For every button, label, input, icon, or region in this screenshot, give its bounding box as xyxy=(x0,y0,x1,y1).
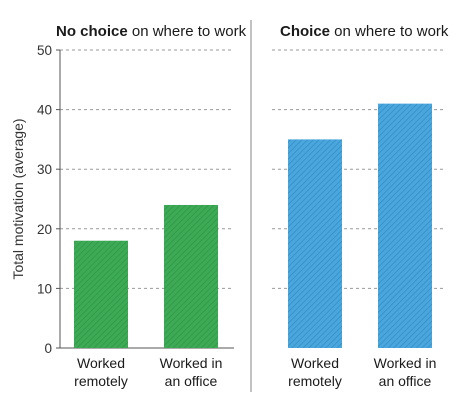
x-category-label: an office xyxy=(379,373,432,389)
panel-title-bold: No choice xyxy=(56,23,128,40)
y-tick-label: 40 xyxy=(37,103,52,118)
x-category-label: remotely xyxy=(74,373,128,389)
y-axis-title: Total motivation (average) xyxy=(10,118,26,279)
y-tick-label: 30 xyxy=(37,162,52,177)
y-tick-label: 10 xyxy=(37,281,52,296)
x-category-label: an office xyxy=(165,373,218,389)
y-tick-label: 0 xyxy=(44,341,52,356)
bar xyxy=(164,204,218,348)
bar xyxy=(288,139,342,348)
panel-title-rest: on where to work xyxy=(330,23,449,40)
bar xyxy=(378,103,432,348)
y-tick-label: 20 xyxy=(37,222,52,237)
panel-title-choice: Choice on where to work xyxy=(280,23,449,40)
bar-layer xyxy=(74,103,432,348)
x-category-label: Worked in xyxy=(374,355,437,371)
bar xyxy=(74,240,128,348)
label-layer: 0 10 20 30 40 50 Worked remotely Worked in an off… xyxy=(37,43,436,389)
x-category-label: Worked in xyxy=(160,355,223,371)
x-category-label: Worked xyxy=(291,355,339,371)
panel-title-bold: Choice xyxy=(280,23,330,40)
x-category-label: Worked xyxy=(77,355,125,371)
x-category-label: remotely xyxy=(288,373,342,389)
y-tick-label: 50 xyxy=(37,43,52,58)
panel-title-no-choice: No choice on where to work xyxy=(56,23,247,40)
panel-title-rest: on where to work xyxy=(128,23,247,40)
